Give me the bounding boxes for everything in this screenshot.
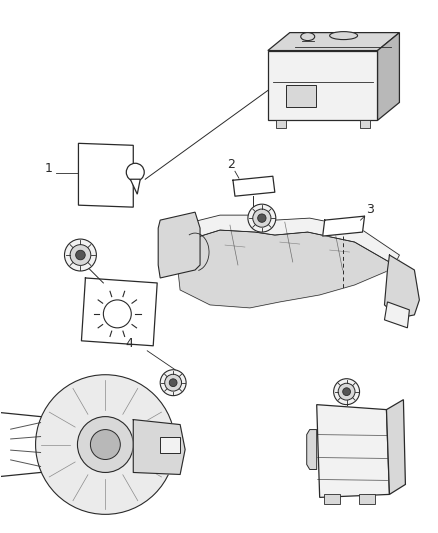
Polygon shape (158, 212, 200, 278)
Bar (160, 437, 180, 453)
Circle shape (343, 388, 350, 395)
Circle shape (160, 370, 186, 395)
Bar (324, 495, 339, 504)
Polygon shape (168, 215, 399, 265)
Polygon shape (78, 143, 133, 207)
Circle shape (169, 379, 177, 386)
Circle shape (248, 204, 276, 232)
Bar (286, 85, 316, 108)
Circle shape (70, 245, 91, 265)
Polygon shape (323, 216, 364, 236)
Polygon shape (133, 419, 185, 474)
Polygon shape (81, 278, 157, 346)
Bar (359, 495, 374, 504)
Polygon shape (307, 430, 317, 470)
Text: 1: 1 (45, 162, 53, 175)
Circle shape (253, 209, 271, 227)
Circle shape (334, 379, 360, 405)
Bar (276, 120, 286, 128)
Circle shape (35, 375, 175, 514)
Polygon shape (268, 51, 378, 120)
Circle shape (126, 163, 144, 181)
Polygon shape (385, 302, 410, 328)
Text: 4: 4 (125, 337, 133, 350)
Text: 2: 2 (227, 158, 235, 171)
Circle shape (78, 417, 133, 472)
Polygon shape (317, 405, 389, 497)
Circle shape (76, 250, 85, 260)
Polygon shape (268, 33, 399, 51)
Ellipse shape (301, 33, 314, 41)
Polygon shape (130, 179, 140, 194)
Circle shape (165, 374, 182, 391)
Bar (360, 120, 370, 128)
Text: 3: 3 (367, 203, 374, 216)
Polygon shape (168, 230, 399, 308)
Ellipse shape (330, 31, 357, 39)
Polygon shape (378, 33, 399, 120)
Circle shape (90, 430, 120, 459)
Circle shape (258, 214, 266, 222)
Circle shape (338, 383, 355, 400)
Polygon shape (385, 255, 419, 318)
Circle shape (64, 239, 96, 271)
Polygon shape (233, 176, 275, 196)
Polygon shape (386, 400, 406, 495)
